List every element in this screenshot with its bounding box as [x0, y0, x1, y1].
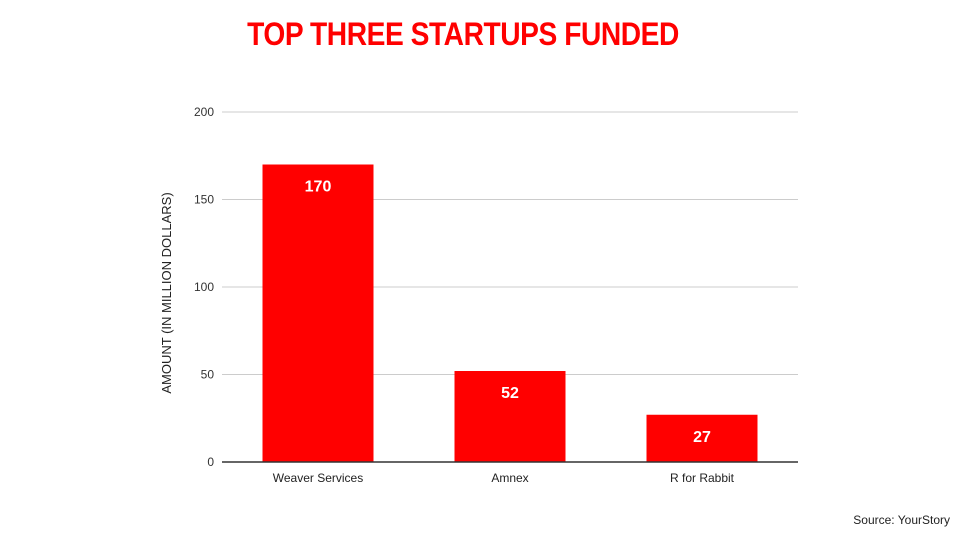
x-tick-label: Amnex — [491, 471, 528, 485]
y-tick-label: 50 — [201, 368, 215, 382]
chart-title: TOP THREE STARTUPS FUNDED — [247, 16, 679, 52]
bar — [646, 414, 758, 462]
y-tick-label: 0 — [207, 455, 214, 469]
source-note: Source: YourStory — [853, 513, 950, 527]
x-tick-label: R for Rabbit — [670, 471, 735, 485]
y-tick-label: 100 — [194, 280, 214, 294]
bar — [454, 371, 566, 462]
bar-value-label: 170 — [305, 179, 332, 196]
x-tick-label: Weaver Services — [273, 471, 363, 485]
y-tick-label: 150 — [194, 193, 214, 207]
bar-value-label: 52 — [501, 385, 519, 402]
y-tick-label: 200 — [194, 105, 214, 119]
bar — [262, 164, 374, 462]
bar-value-label: 27 — [693, 429, 711, 446]
y-axis-label: AMOUNT (IN MILLION DOLLARS) — [159, 192, 174, 393]
